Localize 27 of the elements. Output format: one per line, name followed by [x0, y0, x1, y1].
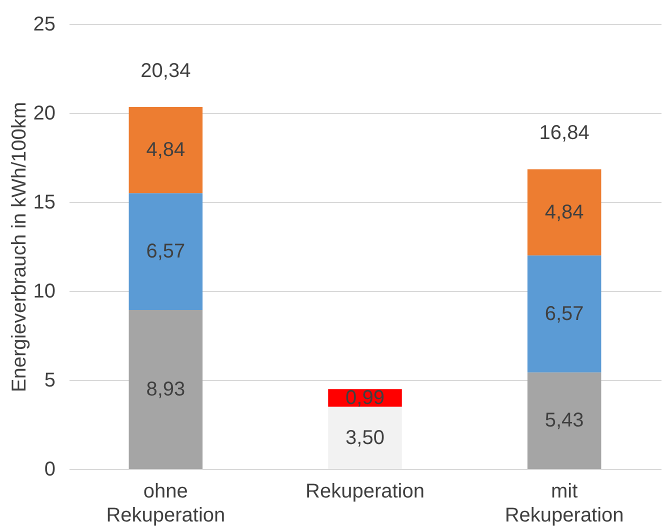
y-axis-title: Energieverbrauch in kWh/100km [8, 102, 30, 392]
total-label: 16,84 [539, 122, 590, 144]
data-label: 4,84 [146, 139, 186, 162]
y-tick-label: 25 [33, 14, 56, 36]
bar [128, 106, 203, 194]
data-label: 0,99 [346, 386, 384, 409]
x-tick-label: Rekuperation [306, 480, 424, 502]
data-label: 5,43 [544, 410, 584, 432]
data-label: 6,57 [146, 240, 186, 263]
y-tick-label: 10 [33, 280, 56, 302]
data-label: 8,93 [146, 378, 186, 401]
y-tick-label: 15 [33, 192, 56, 214]
x-tick-label: ohne Rekuperation [106, 480, 226, 526]
bar [527, 169, 602, 256]
total-label: 20,34 [140, 60, 191, 82]
data-label: 6,57 [544, 302, 584, 325]
y-tick-label: 5 [44, 370, 56, 392]
data-label: 4,84 [544, 201, 584, 224]
x-tick-label: mit Rekuperation [504, 480, 624, 526]
bar [527, 372, 602, 469]
bar [328, 406, 402, 469]
bar [128, 193, 203, 310]
bar [128, 310, 203, 469]
y-tick-label: 0 [44, 458, 56, 480]
data-label: 3,50 [346, 426, 384, 449]
bar [527, 255, 602, 372]
y-tick-label: 20 [33, 102, 56, 124]
